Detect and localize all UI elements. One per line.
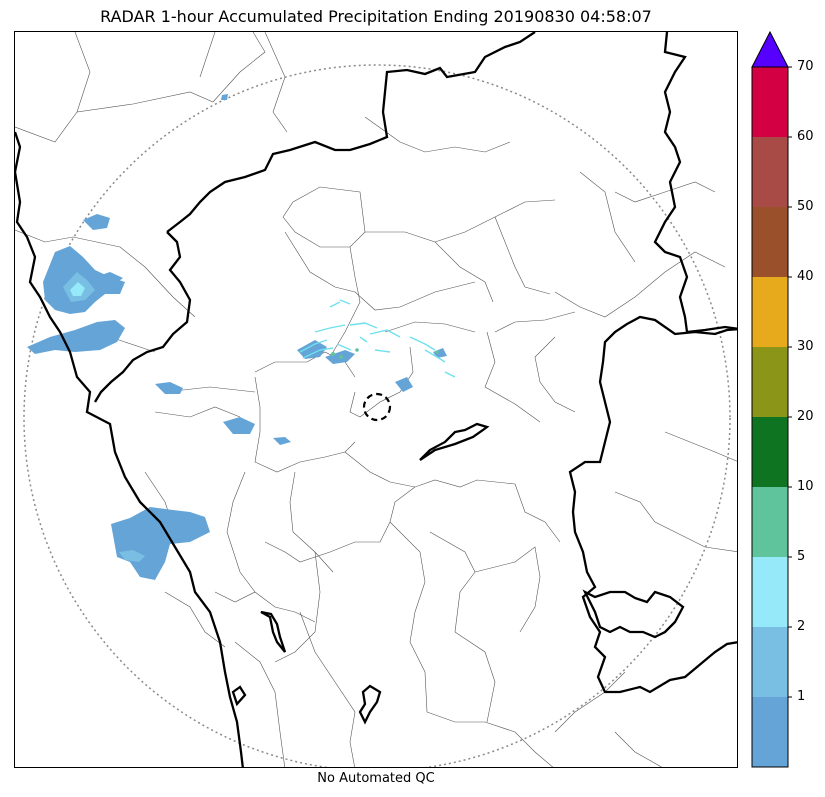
colorbar-segment xyxy=(752,347,788,417)
precip-colorbar xyxy=(751,30,794,770)
colorbar-tick-label: 50 xyxy=(797,199,814,214)
map-canvas xyxy=(15,32,737,767)
radar-map xyxy=(14,31,738,768)
radar-site-marker xyxy=(362,392,392,422)
colorbar-segment xyxy=(752,67,788,137)
radar-range-ring xyxy=(23,64,731,767)
colorbar-segment xyxy=(752,277,788,347)
colorbar-segment xyxy=(752,697,788,767)
qc-note: No Automated QC xyxy=(317,771,435,786)
precipitation-areas xyxy=(27,94,447,580)
map-title: RADAR 1-hour Accumulated Precipitation E… xyxy=(100,7,652,26)
colorbar-segment xyxy=(752,487,788,557)
colorbar-segment xyxy=(752,137,788,207)
colorbar-segment xyxy=(752,417,788,487)
colorbar-tick-label: 5 xyxy=(797,549,806,564)
moderate-echo-dots xyxy=(331,348,439,359)
colorbar-tick-label: 20 xyxy=(797,409,814,424)
colorbar-tick-label: 30 xyxy=(797,339,814,354)
colorbar-tick-label: 70 xyxy=(797,59,814,74)
state-boundaries xyxy=(15,32,737,767)
colorbar-tick-label: 1 xyxy=(797,689,806,704)
colorbar-tick-label: 2 xyxy=(797,619,806,634)
colorbar-segment xyxy=(752,627,788,697)
colorbar-tick-label: 10 xyxy=(797,479,814,494)
light-echo-streaks xyxy=(299,299,456,378)
colorbar-tick-label: 40 xyxy=(797,269,814,284)
colorbar-outline xyxy=(751,66,789,768)
colorbar-extend-triangle xyxy=(751,30,789,68)
colorbar-segment xyxy=(752,557,788,627)
colorbar-segment xyxy=(752,207,788,277)
colorbar-tick-label: 60 xyxy=(797,129,814,144)
